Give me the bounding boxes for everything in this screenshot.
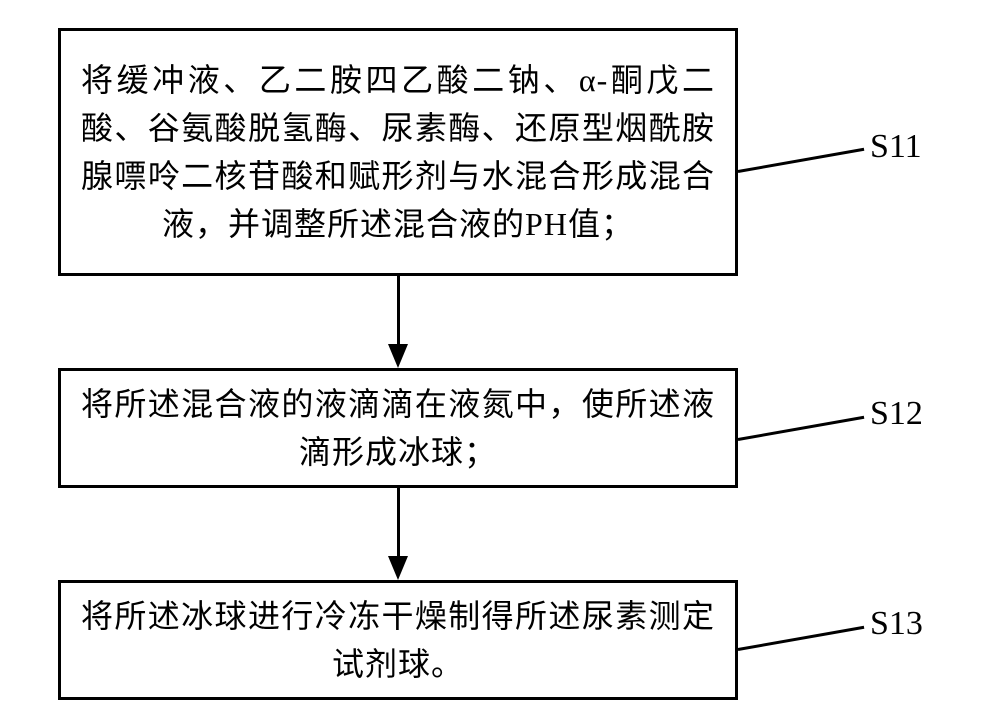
arrow-s12-s13 [397,488,400,558]
leader-s12 [738,416,865,441]
step-text-s13: 将所述冰球进行冷冻干燥制得所述尿素测定试剂球。 [81,592,715,688]
arrow-s11-s12 [397,276,400,346]
leader-s13 [738,626,865,651]
step-label-s11: S11 [870,128,922,166]
leader-s11 [738,148,865,173]
step-box-s12: 将所述混合液的液滴滴在液氮中，使所述液滴形成冰球； [58,368,738,488]
step-label-s12: S12 [870,395,923,433]
arrow-head-s12-s13 [388,556,408,580]
step-text-s12: 将所述混合液的液滴滴在液氮中，使所述液滴形成冰球； [81,380,715,476]
step-text-s11: 将缓冲液、乙二胺四乙酸二钠、α-酮戊二酸、谷氨酸脱氢酶、尿素酶、还原型烟酰胺腺嘌… [81,56,715,248]
arrow-head-s11-s12 [388,344,408,368]
step-label-s13: S13 [870,605,923,643]
step-box-s11: 将缓冲液、乙二胺四乙酸二钠、α-酮戊二酸、谷氨酸脱氢酶、尿素酶、还原型烟酰胺腺嘌… [58,28,738,276]
flowchart-canvas: 将缓冲液、乙二胺四乙酸二钠、α-酮戊二酸、谷氨酸脱氢酶、尿素酶、还原型烟酰胺腺嘌… [0,0,1000,722]
step-box-s13: 将所述冰球进行冷冻干燥制得所述尿素测定试剂球。 [58,580,738,700]
